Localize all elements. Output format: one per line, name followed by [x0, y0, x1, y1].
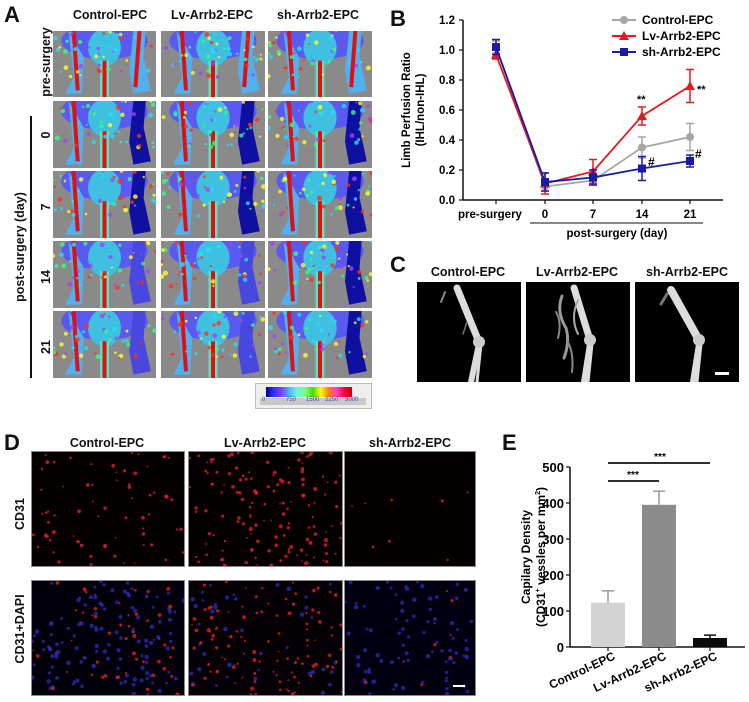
svg-text:Control-EPC: Control-EPC: [642, 13, 714, 27]
svg-text:**: **: [637, 94, 646, 106]
if-cd31-dapi-lv-arrb2: [188, 580, 343, 696]
svg-text:sh-Arrb2-EPC: sh-Arrb2-EPC: [642, 45, 721, 59]
panel-c-col-lv: Lv-Arrb2-EPC: [536, 265, 618, 279]
scale-bar: [453, 685, 465, 687]
panel-d-row-cd31: CD31: [13, 498, 27, 530]
laser-doppler-lv-arrb2-epc-pre-surgery: [161, 31, 265, 97]
laser-doppler-sh-arrb2-epc-7: [268, 171, 372, 238]
svg-text:500: 500: [542, 460, 564, 475]
colorbar-tick-2250: 2250: [325, 397, 339, 403]
laser-doppler-sh-arrb2-epc-0: [268, 101, 372, 168]
panel-a-colorbar: 0 750 1500 2250 3000: [255, 383, 372, 409]
micro-ct-control: [417, 282, 521, 382]
panel-e-bar-chart: 0100200300400500Control-EPCLv-Arrb2-EPCs…: [519, 452, 745, 695]
panel-d-col-control: Control-EPC: [69, 436, 145, 450]
laser-doppler-lv-arrb2-epc-7: [161, 171, 265, 238]
if-cd31-sh-arrb2: [344, 451, 476, 567]
panel-d-row-cd31-dapi: CD31+DAPI: [13, 594, 27, 664]
panel-a-row-day0: 0: [39, 131, 53, 139]
svg-text:21: 21: [684, 209, 697, 221]
svg-text:0.6: 0.6: [439, 105, 455, 117]
laser-doppler-lv-arrb2-epc-0: [161, 101, 265, 168]
panel-a-col-sh: sh-Arrb2-EPC: [277, 8, 359, 22]
if-cd31-dapi-sh-arrb2: [344, 580, 476, 696]
svg-text:Limb Perfusion Ratio(IHL/non-I: Limb Perfusion Ratio (IHL/non-IHL): [401, 52, 427, 168]
laser-doppler-sh-arrb2-epc-21: [268, 311, 372, 378]
svg-text:#: #: [695, 147, 702, 161]
svg-text:pre-surgery: pre-surgery: [458, 209, 523, 221]
svg-text:Lv-Arrb2-EPC: Lv-Arrb2-EPC: [642, 29, 721, 43]
scale-bar: [715, 372, 729, 375]
svg-text:100: 100: [542, 604, 564, 619]
panel-d-col-sh: sh-Arrb2-EPC: [369, 436, 451, 450]
svg-text:0: 0: [557, 640, 564, 655]
svg-text:**: **: [697, 84, 706, 96]
panel-a-row-day21: 21: [39, 340, 53, 354]
svg-text:14: 14: [636, 209, 649, 221]
micro-ct-sh-arrb2: [635, 282, 739, 382]
colorbar-tick-0: 0: [262, 397, 266, 403]
laser-doppler-control-epc-0: [53, 101, 156, 168]
laser-doppler-sh-arrb2-epc-14: [268, 241, 372, 308]
svg-text:post-surgery (day): post-surgery (day): [567, 228, 668, 240]
laser-doppler-control-epc-14: [53, 241, 156, 308]
svg-text:300: 300: [542, 532, 564, 547]
svg-text:400: 400: [542, 496, 564, 511]
svg-text:***: ***: [627, 470, 639, 481]
laser-doppler-lv-arrb2-epc-14: [161, 241, 265, 308]
colorbar-tick-1500: 1500: [306, 397, 320, 403]
panel-a-group-bracket: [30, 116, 32, 378]
if-cd31-control: [31, 451, 185, 567]
if-cd31-lv-arrb2: [188, 451, 343, 567]
panel-c-col-sh: sh-Arrb2-EPC: [646, 265, 728, 279]
panel-a-row-day14: 14: [39, 270, 53, 284]
svg-text:1.0: 1.0: [439, 45, 455, 57]
svg-text:Capilary Density(CD31+ vessles: Capilary Density(CD31+ vessles per mm2): [519, 487, 548, 627]
colorbar-gradient: [266, 387, 352, 397]
laser-doppler-control-epc-7: [53, 171, 156, 238]
svg-text:***: ***: [654, 452, 666, 463]
svg-text:0.8: 0.8: [439, 75, 456, 87]
panel-a-label: A: [4, 2, 20, 27]
panel-a-row-presurgery: pre-surgery: [39, 27, 53, 97]
laser-doppler-control-epc-pre-surgery: [53, 31, 156, 97]
colorbar-tick-750: 750: [286, 397, 297, 403]
laser-doppler-lv-arrb2-epc-21: [161, 311, 265, 378]
panel-d-label: D: [4, 430, 20, 455]
colorbar-tick-3000: 3000: [345, 397, 359, 403]
svg-text:7: 7: [590, 209, 596, 221]
micro-ct-lv-arrb2: [526, 282, 630, 382]
laser-doppler-sh-arrb2-epc-pre-surgery: [268, 31, 372, 97]
panel-a-col-control: Control-EPC: [72, 8, 148, 22]
panel-c-label: C: [390, 252, 406, 277]
panel-a-group-label: post-surgery (day): [13, 192, 27, 302]
svg-text:0.0: 0.0: [439, 195, 455, 207]
panel-b-label: B: [390, 6, 406, 31]
svg-text:0.2: 0.2: [439, 165, 455, 177]
panel-b-line-chart: 0.0 0.2 0.4 0.6 0.8 1.0 1.2 pre-surgery 0 7 14 21 po…: [401, 13, 723, 240]
panel-c-col-control: Control-EPC: [430, 265, 506, 279]
svg-text:0.4: 0.4: [439, 135, 456, 147]
panel-a-col-lv: Lv-Arrb2-EPC: [171, 8, 253, 22]
svg-text:0: 0: [542, 209, 548, 221]
panel-a-row-day7: 7: [39, 203, 53, 211]
svg-text:1.2: 1.2: [439, 15, 455, 27]
svg-text:#: #: [648, 155, 655, 169]
panel-d-col-lv: Lv-Arrb2-EPC: [224, 436, 306, 450]
svg-text:200: 200: [542, 568, 564, 583]
laser-doppler-control-epc-21: [53, 311, 156, 378]
if-cd31-dapi-control: [31, 580, 185, 696]
panel-e-label: E: [502, 430, 517, 455]
